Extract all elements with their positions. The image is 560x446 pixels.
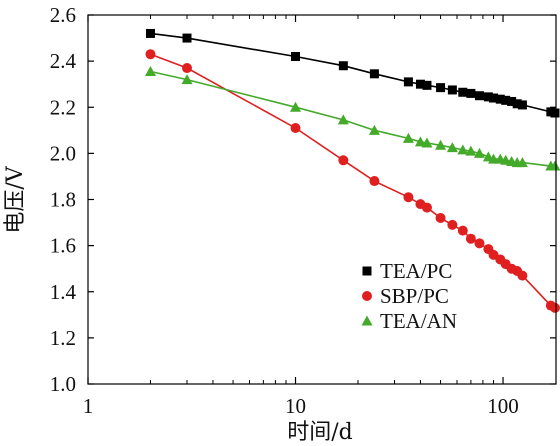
data-point-tea-pc	[422, 80, 432, 90]
data-point-tea-an	[457, 144, 469, 155]
data-point-tea-pc	[182, 33, 192, 43]
data-point-sbp-pc	[435, 212, 446, 223]
y-tick-label: 2.2	[50, 95, 76, 119]
data-point-tea-pc	[512, 99, 522, 109]
data-point-sbp-pc	[290, 123, 301, 134]
legend-marker-tea-pc	[362, 266, 372, 276]
data-markers	[144, 28, 560, 313]
x-tick-label: 1	[83, 394, 94, 418]
data-point-tea-pc	[436, 83, 446, 93]
data-point-tea-an	[421, 137, 433, 148]
x-tick-label: 100	[487, 394, 519, 418]
data-point-tea-pc	[466, 88, 476, 98]
data-point-tea-an	[549, 160, 560, 171]
data-point-sbp-pc	[447, 219, 458, 230]
data-point-sbp-pc	[421, 202, 432, 213]
y-tick-label: 2.0	[50, 141, 76, 165]
data-point-tea-pc	[495, 94, 505, 104]
data-point-tea-an	[368, 124, 380, 135]
y-tick-label: 1.6	[50, 234, 76, 258]
data-point-tea-an	[290, 101, 302, 112]
data-point-sbp-pc	[549, 302, 560, 313]
data-point-sbp-pc	[517, 270, 528, 281]
series-line-tea-an	[150, 70, 555, 167]
y-tick-label: 1.2	[50, 326, 76, 350]
legend-label-tea-an: TEA/AN	[380, 309, 457, 333]
y-tick-label: 1.8	[50, 188, 76, 212]
data-point-sbp-pc	[474, 238, 485, 249]
data-point-tea-pc	[489, 93, 499, 103]
data-point-sbp-pc	[182, 63, 193, 74]
legend-marker-tea-an	[361, 315, 373, 326]
data-point-tea-pc	[550, 108, 560, 118]
data-point-tea-pc	[517, 100, 527, 110]
data-point-tea-pc	[291, 52, 301, 62]
axes: 1.0 1.2 1.4 1.6 1.8 2.0 2.2 2.4 2.6 1 10 100	[50, 3, 557, 418]
data-point-tea-pc	[474, 91, 484, 101]
data-point-tea-pc	[458, 87, 468, 97]
data-point-sbp-pc	[465, 233, 476, 244]
data-point-sbp-pc	[369, 176, 380, 187]
data-point-tea-an	[446, 142, 458, 153]
legend-label-sbp-pc: SBP/PC	[380, 284, 449, 308]
data-point-sbp-pc	[145, 49, 156, 60]
y-tick-label: 1.0	[50, 372, 76, 396]
data-point-tea-pc	[501, 95, 511, 105]
data-point-tea-pc	[447, 85, 457, 95]
y-tick-label: 2.4	[50, 49, 77, 73]
y-tick-label: 2.6	[50, 3, 76, 27]
data-point-tea-an	[435, 139, 447, 150]
data-point-sbp-pc	[403, 192, 414, 203]
y-tick-label: 1.4	[50, 280, 77, 304]
legend-label-tea-pc: TEA/PC	[380, 259, 452, 283]
data-point-tea-pc	[369, 69, 379, 79]
data-point-sbp-pc	[338, 155, 349, 166]
fit-lines	[150, 32, 556, 309]
data-point-tea-pc	[145, 28, 155, 38]
data-point-tea-an	[465, 145, 477, 156]
x-axis-label: 时间/d	[287, 420, 353, 445]
data-point-tea-an	[414, 136, 426, 147]
series-line-sbp-pc	[150, 53, 556, 309]
x-tick-label: 10	[285, 394, 306, 418]
data-point-tea-an	[144, 66, 156, 77]
data-point-tea-pc	[403, 77, 413, 87]
y-axis-label: 电压/V	[3, 165, 28, 233]
data-point-tea-pc	[338, 61, 348, 71]
data-point-tea-an	[181, 74, 193, 85]
data-point-tea-pc	[483, 92, 493, 102]
data-point-tea-an	[337, 114, 349, 125]
plot-frame	[87, 14, 557, 385]
data-point-tea-an	[516, 157, 528, 168]
data-point-tea-pc	[507, 96, 517, 106]
data-point-tea-pc	[415, 79, 425, 89]
data-point-sbp-pc	[457, 225, 468, 236]
legend-marker-sbp-pc	[362, 291, 372, 301]
data-point-tea-an	[402, 132, 414, 143]
data-point-tea-an	[473, 147, 485, 158]
